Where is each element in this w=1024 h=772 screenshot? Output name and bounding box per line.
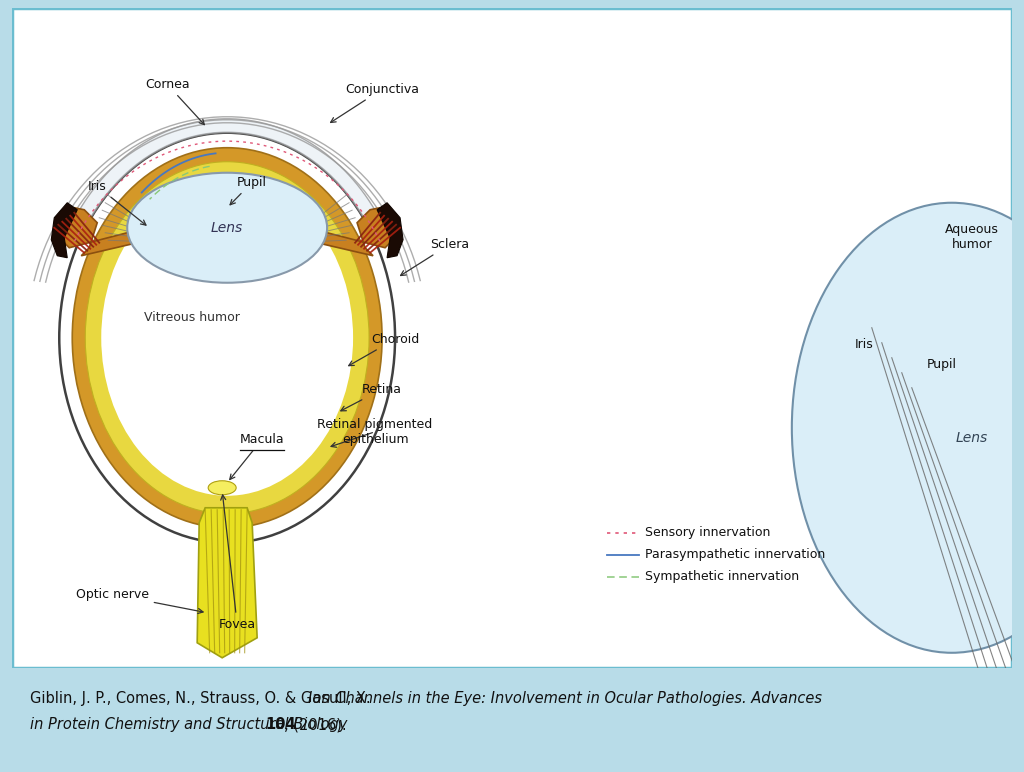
Ellipse shape	[208, 481, 237, 495]
Text: Optic nerve: Optic nerve	[76, 587, 203, 614]
Text: Sclera: Sclera	[400, 238, 470, 276]
Text: Vitreous humor: Vitreous humor	[144, 311, 240, 324]
Text: Lens: Lens	[211, 221, 244, 235]
Text: Aqueous
humor: Aqueous humor	[945, 223, 998, 251]
Text: Lens: Lens	[955, 431, 988, 445]
Text: Iris: Iris	[854, 338, 873, 350]
Text: Parasympathetic innervation: Parasympathetic innervation	[645, 548, 825, 561]
Polygon shape	[59, 208, 200, 256]
Polygon shape	[78, 119, 376, 220]
Text: in Protein Chemistry and Structural Biology: in Protein Chemistry and Structural Biol…	[31, 717, 352, 732]
Text: Conjunctiva: Conjunctiva	[331, 83, 419, 123]
Ellipse shape	[73, 147, 382, 528]
FancyBboxPatch shape	[12, 8, 1012, 668]
Text: Cornea: Cornea	[144, 78, 205, 124]
Text: Pupil: Pupil	[927, 357, 956, 371]
Polygon shape	[377, 203, 403, 258]
Text: Fovea: Fovea	[218, 495, 256, 631]
Text: Choroid: Choroid	[349, 333, 419, 366]
Text: Retinal pigmented
epithelium: Retinal pigmented epithelium	[317, 418, 433, 447]
Ellipse shape	[127, 173, 327, 283]
Ellipse shape	[792, 203, 1024, 653]
Ellipse shape	[101, 180, 353, 496]
Text: Sympathetic innervation: Sympathetic innervation	[645, 571, 799, 584]
Text: Pupil: Pupil	[230, 176, 267, 205]
Text: Macula: Macula	[229, 433, 285, 479]
Ellipse shape	[85, 162, 369, 514]
Polygon shape	[198, 508, 257, 658]
Ellipse shape	[59, 133, 395, 543]
Text: Ion Channels in the Eye: Involvement in Ocular Pathologies. Advances: Ion Channels in the Eye: Involvement in …	[308, 691, 822, 706]
Polygon shape	[255, 208, 395, 256]
Text: Giblin, J. P., Comes, N., Strauss, O. & Gasull, X.: Giblin, J. P., Comes, N., Strauss, O. & …	[31, 691, 376, 706]
Text: Iris: Iris	[88, 180, 146, 225]
Text: 104: 104	[265, 717, 296, 732]
Polygon shape	[51, 203, 77, 258]
Text: , (2016).: , (2016).	[284, 717, 347, 732]
Text: Retina: Retina	[341, 383, 402, 411]
Text: Sensory innervation: Sensory innervation	[645, 527, 770, 540]
